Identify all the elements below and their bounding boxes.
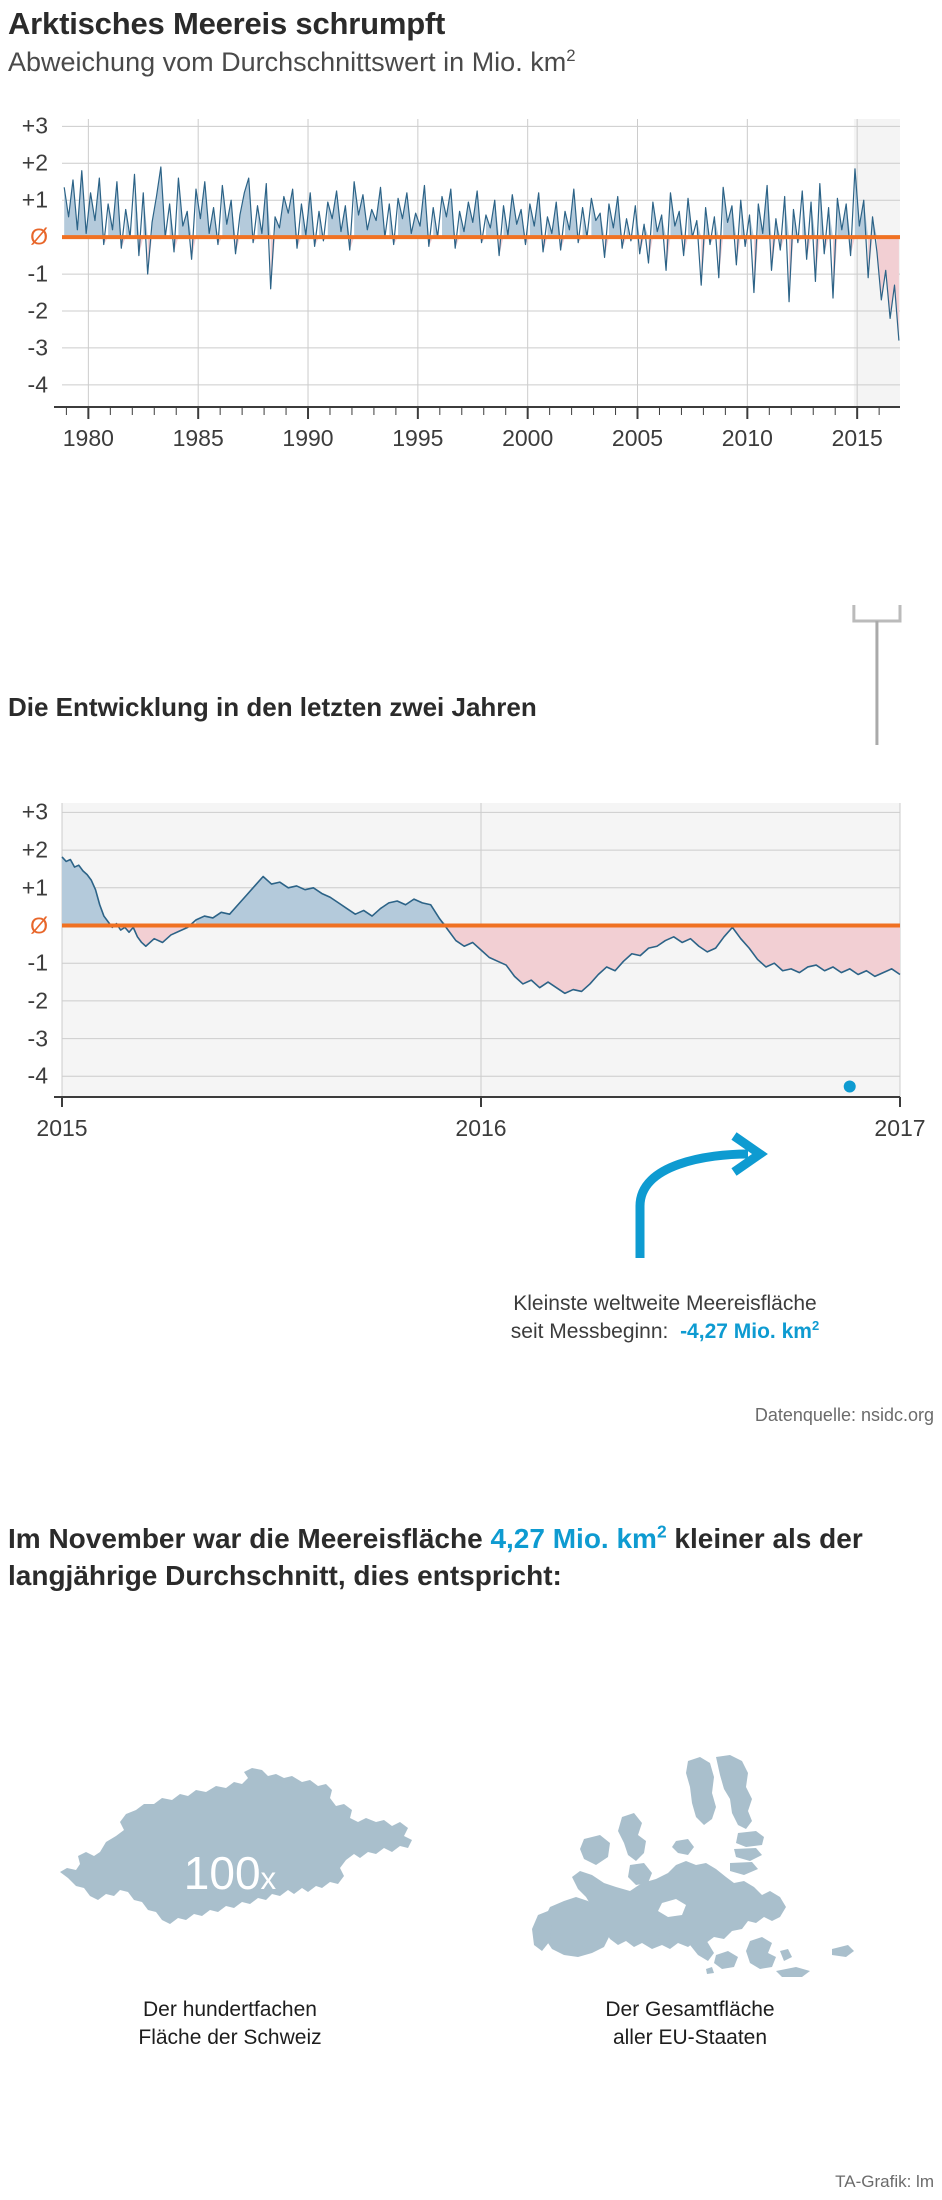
callout-value-number: -4,27 Mio. km <box>680 1320 812 1344</box>
chart-longterm-xtick-5: 2005 <box>611 425 664 451</box>
chart-longterm-xtick-4: 2000 <box>502 425 554 451</box>
chart-recent-ytick-6: -3 <box>27 1025 48 1052</box>
map-card-european-union: Der Gesamtfläche aller EU-Staaten <box>480 1755 900 2051</box>
chart-longterm-ytick-5: -2 <box>27 297 48 324</box>
conclusion-highlight-superscript: 2 <box>656 1521 667 1542</box>
map-card-switzerland: 100x Der hundertfachen Fläche der Schwei… <box>20 1760 440 2051</box>
conclusion-part-1: Im November war die Meereisfläche <box>8 1523 491 1554</box>
switzerland-overlay-number: 100 <box>183 1847 261 1899</box>
chart-recent-xtick-2: 2017 <box>874 1115 926 1141</box>
graphic-credit: TA-Grafik: lm <box>835 2172 934 2191</box>
chart-longterm-ytick-1: +2 <box>21 149 48 176</box>
european-union-map-icon <box>532 1755 854 1977</box>
switzerland-caption-line-1: Der hundertfachen <box>143 1998 317 2021</box>
chart-recent-xtick-1: 2016 <box>455 1115 507 1141</box>
section-title-recent: Die Entwicklung in den letzten zwei Jahr… <box>8 692 537 722</box>
callout-value-superscript: 2 <box>811 1318 820 1334</box>
eu-caption-line-2: aller EU-Staaten <box>612 2025 768 2049</box>
chart-longterm-xtick-7: 2015 <box>831 425 883 451</box>
callout-text: Kleinste weltweite Meereisfläche seit Me… <box>430 1290 900 1347</box>
chart-recent-ytick-0: +3 <box>21 798 48 825</box>
chart-recent-ytick-7: -4 <box>27 1062 48 1089</box>
chart-longterm-xtick-1: 1985 <box>172 425 224 451</box>
switzerland-overlay-suffix: x <box>260 1861 277 1896</box>
page-subtitle-text: Abweichung vom Durchschnittswert in Mio.… <box>8 46 567 77</box>
conclusion-text: Im November war die Meereisfläche 4,27 M… <box>8 1520 898 1594</box>
page-subtitle: Abweichung vom Durchschnittswert in Mio.… <box>8 46 928 78</box>
chart-longterm-ytick-4: -1 <box>27 260 48 287</box>
switzerland-map-overlay: 100x <box>20 1846 440 1900</box>
callout-line-2-prefix: seit Messbeginn: <box>510 1320 669 1344</box>
eu-map-wrap <box>480 1755 900 1990</box>
eu-caption-line-1: Der Gesamtfläche <box>605 1998 775 2021</box>
switzerland-caption: Der hundertfachen Fläche der Schweiz <box>20 1996 440 2051</box>
chart-recent-xtick-0: 2015 <box>36 1115 88 1141</box>
chart-recent-ytick-5: -2 <box>27 987 48 1014</box>
callout-arrow-icon <box>635 1132 768 1258</box>
data-source: Datenquelle: nsidc.org <box>754 1405 934 1425</box>
chart-recent-ytick-3: Ø <box>30 912 48 938</box>
conclusion-highlight: 4,27 Mio. km2 <box>490 1523 666 1554</box>
chart-longterm-ytick-2: +1 <box>21 186 48 213</box>
chart-longterm: +3 +2 +1 Ø -1 -2 -3 -4 1980 1985 1990 1995 2000 2005… <box>0 105 942 605</box>
callout-line-1: Kleinste weltweite Meereisfläche <box>513 1292 817 1315</box>
page-title: Arktisches Meereis schrumpft <box>8 6 446 41</box>
chart-longterm-plot <box>54 119 900 419</box>
chart-longterm-ytick-0: +3 <box>21 112 48 139</box>
chart-longterm-xtick-3: 1995 <box>392 425 444 451</box>
chart-recent: +3 +2 +1 Ø -1 -2 -3 -4 2015 2016 2017 <box>0 745 942 1185</box>
chart-longterm-ytick-3: Ø <box>30 223 48 250</box>
eu-caption: Der Gesamtfläche aller EU-Staaten <box>480 1996 900 2051</box>
header: Arktisches Meereis schrumpft Abweichung … <box>8 6 928 78</box>
conclusion-part-2: kleiner als der langjährige Durchschnitt… <box>8 1523 863 1592</box>
callout-line-2: seit Messbeginn: -4,27 Mio. km2 <box>430 1318 900 1346</box>
switzerland-map-wrap: 100x <box>20 1760 440 1990</box>
chart-longterm-xtick-2: 1990 <box>282 425 334 451</box>
chart-recent-plot <box>54 803 901 1107</box>
conclusion-highlight-number: 4,27 Mio. km <box>490 1523 657 1554</box>
switzerland-caption-line-2: Fläche der Schweiz <box>138 2025 322 2049</box>
chart-longterm-ytick-6: -3 <box>27 334 48 361</box>
chart-longterm-xtick-6: 2010 <box>721 425 773 451</box>
page-subtitle-superscript: 2 <box>566 45 576 65</box>
chart-longterm-xtick-0: 1980 <box>62 425 114 451</box>
callout-value: -4,27 Mio. km2 <box>680 1318 820 1344</box>
chart-recent-ytick-2: +1 <box>21 874 48 901</box>
switzerland-map-icon <box>60 1768 412 1924</box>
chart-link-connector <box>852 605 902 745</box>
chart-recent-ytick-1: +2 <box>21 836 48 863</box>
chart-longterm-ytick-7: -4 <box>27 371 48 398</box>
chart-recent-ytick-4: -1 <box>27 949 48 976</box>
